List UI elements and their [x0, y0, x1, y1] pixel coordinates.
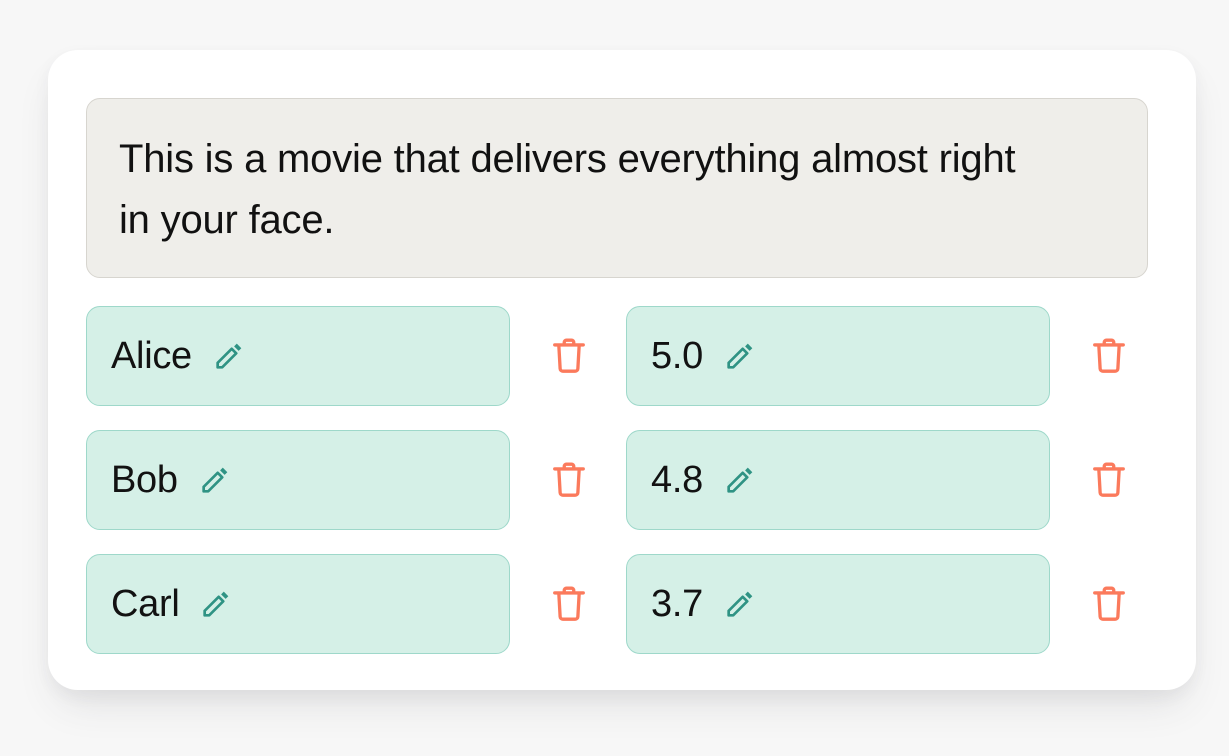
- review-text-field[interactable]: This is a movie that delivers everything…: [86, 98, 1148, 278]
- rating-pill[interactable]: 5.0: [626, 306, 1050, 406]
- rating-field-group: 4.8: [626, 430, 1158, 530]
- rating-field-group: 5.0: [626, 306, 1158, 406]
- name-field-group: Alice: [86, 306, 626, 406]
- pencil-icon[interactable]: [720, 336, 760, 376]
- rating-rows: Alice: [86, 306, 1158, 654]
- rating-field-group: 3.7: [626, 554, 1158, 654]
- review-card: This is a movie that delivers everything…: [48, 50, 1196, 690]
- name-field-group: Bob: [86, 430, 626, 530]
- delete-name-button[interactable]: [546, 454, 592, 506]
- name-field-group: Carl: [86, 554, 626, 654]
- rating-value: 5.0: [651, 335, 703, 377]
- pencil-icon[interactable]: [720, 584, 760, 624]
- rating-value: 4.8: [651, 459, 703, 501]
- delete-rating-button[interactable]: [1086, 578, 1132, 630]
- table-row: Carl: [86, 554, 1158, 654]
- pencil-icon[interactable]: [720, 460, 760, 500]
- name-value: Carl: [111, 583, 180, 625]
- table-row: Bob: [86, 430, 1158, 530]
- rating-pill[interactable]: 3.7: [626, 554, 1050, 654]
- delete-name-button[interactable]: [546, 330, 592, 382]
- name-pill[interactable]: Alice: [86, 306, 510, 406]
- name-value: Alice: [111, 335, 192, 377]
- name-value: Bob: [111, 459, 178, 501]
- pencil-icon[interactable]: [196, 584, 236, 624]
- delete-rating-button[interactable]: [1086, 330, 1132, 382]
- pencil-icon[interactable]: [209, 336, 249, 376]
- delete-name-button[interactable]: [546, 578, 592, 630]
- name-pill[interactable]: Bob: [86, 430, 510, 530]
- rating-value: 3.7: [651, 583, 703, 625]
- rating-pill[interactable]: 4.8: [626, 430, 1050, 530]
- table-row: Alice: [86, 306, 1158, 406]
- pencil-icon[interactable]: [195, 460, 235, 500]
- name-pill[interactable]: Carl: [86, 554, 510, 654]
- delete-rating-button[interactable]: [1086, 454, 1132, 506]
- review-text-value: This is a movie that delivers everything…: [119, 137, 1016, 243]
